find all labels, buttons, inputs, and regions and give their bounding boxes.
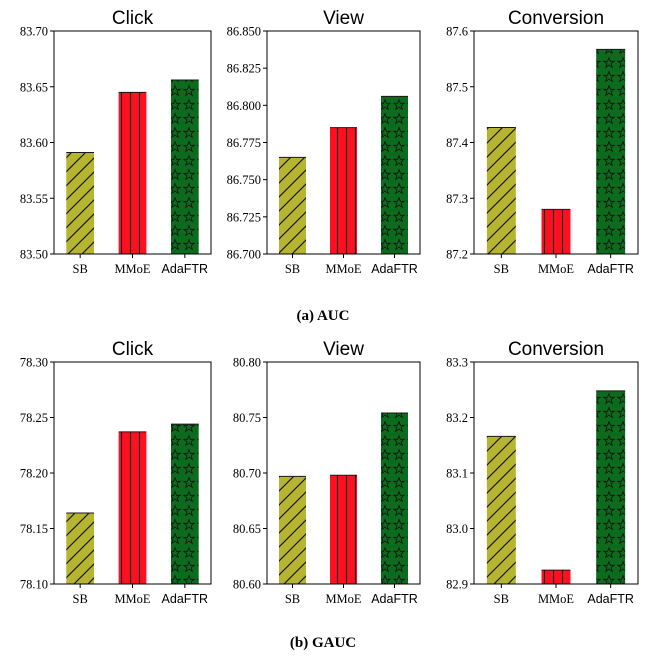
x-tick-label: MMoE <box>325 262 361 276</box>
bar-adaftr <box>596 390 626 584</box>
bar-mmoe <box>118 431 147 584</box>
y-tick-label: 86.775 <box>227 136 261 150</box>
y-tick-label: 83.3 <box>446 356 468 370</box>
y-tick-label: 80.65 <box>233 522 261 536</box>
y-tick-label: 78.25 <box>20 411 48 425</box>
bar-adaftr <box>380 96 409 254</box>
panels: Click SB MMoE AdaFTR 83.50 83.55 83.60 83.65 83.… <box>20 8 639 606</box>
y-tick-label: 78.20 <box>20 467 48 481</box>
y-tick-label: 78.10 <box>20 578 48 592</box>
y-tick-label: 83.0 <box>446 522 468 536</box>
caption-gauc: (b) GAUC <box>290 635 356 651</box>
chart-title: View <box>323 339 364 360</box>
chart-panel: View SB MMoE AdaFTR 86.700 86.725 86.750 86.775… <box>227 8 421 276</box>
chart-title: Conversion <box>508 339 604 360</box>
x-tick-label: AdaFTR <box>371 592 418 606</box>
chart-title: Conversion <box>508 8 604 29</box>
bar-sb <box>278 157 307 254</box>
chart-panel: Conversion SB MMoE AdaFTR 82.9 83.0 83.1 83.2 83… <box>446 339 639 606</box>
bar-sb <box>486 436 516 584</box>
y-tick-label: 86.700 <box>227 248 261 262</box>
y-tick-label: 83.1 <box>446 467 468 481</box>
y-tick-label: 83.65 <box>20 80 48 94</box>
bar-sb <box>486 127 516 254</box>
y-tick-label: 87.4 <box>446 136 469 150</box>
x-tick-label: SB <box>285 262 300 276</box>
y-tick-label: 83.55 <box>20 192 48 206</box>
x-tick-label: SB <box>494 592 509 606</box>
y-tick-label: 83.50 <box>20 248 48 262</box>
x-tick-label: AdaFTR <box>587 592 634 606</box>
x-tick-label: SB <box>73 592 88 606</box>
y-tick-label: 80.80 <box>233 356 261 370</box>
bar-sb <box>66 152 95 254</box>
bar-mmoe <box>329 475 358 584</box>
bar-mmoe <box>541 570 571 584</box>
x-tick-label: SB <box>494 262 509 276</box>
bar-adaftr <box>170 80 199 254</box>
y-tick-label: 78.30 <box>20 356 48 370</box>
y-tick-label: 86.750 <box>227 173 261 187</box>
y-tick-label: 87.5 <box>446 80 468 94</box>
bar-sb <box>278 476 307 584</box>
y-tick-label: 86.800 <box>227 99 261 113</box>
y-tick-label: 80.75 <box>233 411 261 425</box>
bar-adaftr <box>380 413 409 584</box>
bar-adaftr <box>170 424 199 584</box>
x-tick-label: SB <box>73 262 88 276</box>
chart-title: Click <box>112 339 154 360</box>
x-tick-label: MMoE <box>538 262 574 276</box>
y-tick-label: 87.2 <box>446 248 468 262</box>
bar-sb <box>66 512 95 584</box>
x-tick-label: AdaFTR <box>371 262 418 276</box>
y-tick-label: 80.60 <box>233 578 261 592</box>
y-tick-label: 86.850 <box>227 25 261 39</box>
y-tick-label: 87.3 <box>446 192 468 206</box>
bar-mmoe <box>329 127 358 254</box>
bar-adaftr <box>596 49 626 255</box>
x-tick-label: MMoE <box>325 592 361 606</box>
x-tick-label: AdaFTR <box>162 262 209 276</box>
chart-panel: Click SB MMoE AdaFTR 83.50 83.55 83.60 83.65 83.… <box>20 8 212 276</box>
chart-panel: Click SB MMoE AdaFTR 78.10 78.15 78.20 78.25 78.… <box>20 339 212 606</box>
chart-title: View <box>323 8 364 29</box>
x-tick-label: MMoE <box>114 592 150 606</box>
y-tick-label: 86.825 <box>227 62 261 76</box>
y-tick-label: 82.9 <box>446 578 468 592</box>
x-tick-label: MMoE <box>114 262 150 276</box>
y-tick-label: 86.725 <box>227 210 261 224</box>
y-tick-label: 83.2 <box>446 411 468 425</box>
y-tick-label: 87.6 <box>446 25 468 39</box>
y-tick-label: 80.70 <box>233 467 261 481</box>
y-tick-label: 83.60 <box>20 136 48 150</box>
caption-auc: (a) AUC <box>297 308 350 324</box>
chart-panel: View SB MMoE AdaFTR 80.60 80.65 80.70 80.75 80.8… <box>233 339 421 606</box>
bar-mmoe <box>118 92 147 254</box>
y-tick-label: 78.15 <box>20 522 48 536</box>
chart-panel: Conversion SB MMoE AdaFTR 87.2 87.3 87.4 87.5 87… <box>446 8 639 276</box>
x-tick-label: AdaFTR <box>162 592 209 606</box>
bar-mmoe <box>541 209 571 254</box>
y-tick-label: 83.70 <box>20 25 48 39</box>
x-tick-label: AdaFTR <box>587 262 634 276</box>
x-tick-label: MMoE <box>538 592 574 606</box>
chart-title: Click <box>112 8 154 29</box>
x-tick-label: SB <box>285 592 300 606</box>
